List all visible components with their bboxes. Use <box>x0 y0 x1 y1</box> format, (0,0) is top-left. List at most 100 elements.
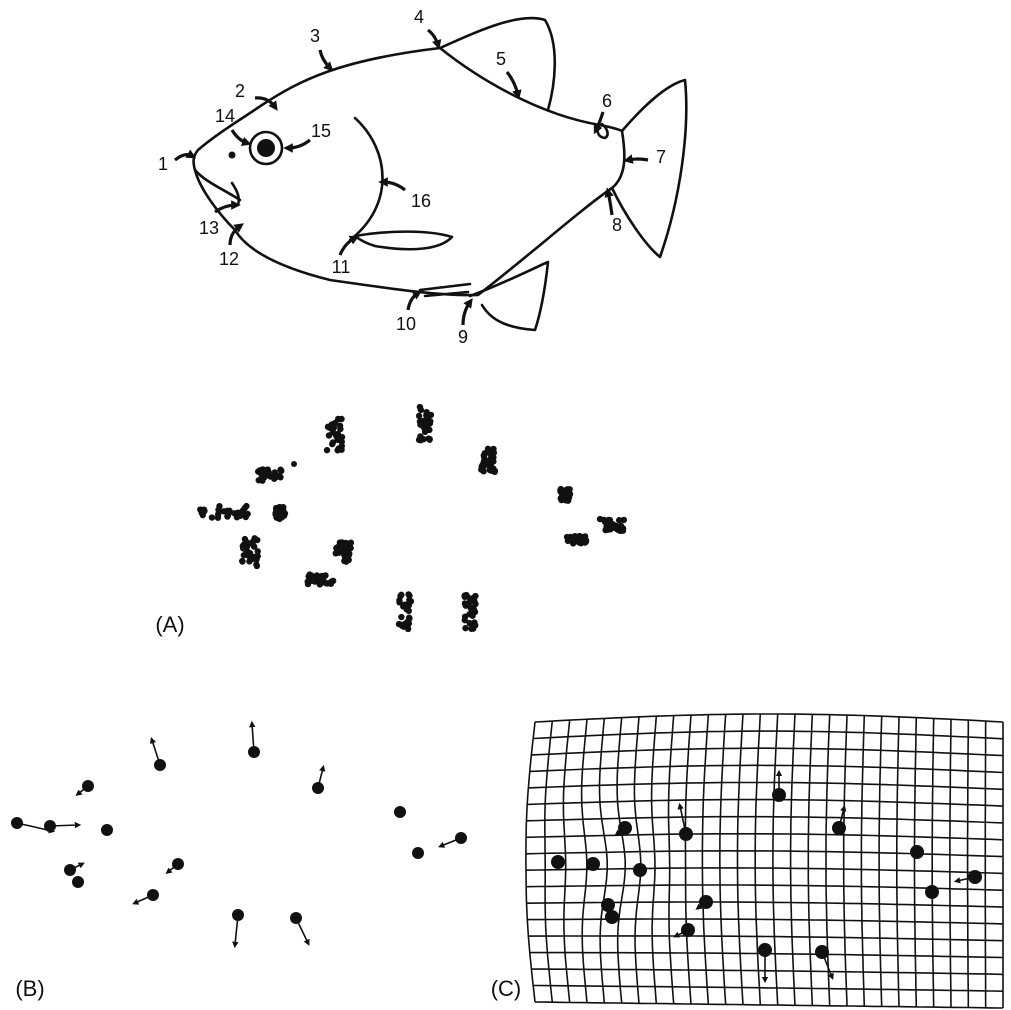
shape-vector <box>50 825 78 826</box>
scatter-point <box>330 429 336 435</box>
scatter-point <box>467 605 473 611</box>
scatter-point <box>274 507 280 513</box>
scatter-point <box>324 447 330 453</box>
landmark-dot <box>72 876 84 888</box>
landmark-label: 2 <box>235 81 245 101</box>
landmark-label: 16 <box>411 191 431 211</box>
scatter-point <box>291 461 297 467</box>
grid-line <box>526 722 535 1002</box>
scatter-point <box>324 580 330 586</box>
arrow <box>288 140 310 148</box>
scatter-point <box>605 526 611 532</box>
landmark-label: 8 <box>612 215 622 235</box>
scatter-point <box>569 535 575 541</box>
arrow <box>608 192 612 215</box>
grid-line <box>600 718 608 1003</box>
landmark-label: 13 <box>199 218 219 238</box>
landmark-dot <box>925 885 939 899</box>
scatter-point <box>258 471 264 477</box>
scatter-point <box>462 594 468 600</box>
arrow <box>428 30 438 45</box>
grid-line <box>791 714 795 1005</box>
scatter-point <box>562 487 568 493</box>
grid-line <box>755 714 760 1005</box>
scatter-point <box>406 597 412 603</box>
scatter-point <box>255 548 261 554</box>
grid-line <box>897 717 899 1007</box>
scatter-point <box>339 434 345 440</box>
scatter-point <box>426 412 432 418</box>
scatter-point <box>425 421 431 427</box>
grid-line <box>844 715 847 1006</box>
grid-line <box>702 715 708 1005</box>
landmark-dot <box>394 806 406 818</box>
grid-line <box>773 714 778 1005</box>
grid-line <box>634 717 640 1003</box>
pectoral-fin <box>355 232 452 250</box>
scatter-point <box>344 556 350 562</box>
scatter-point <box>243 503 249 509</box>
grid-line <box>535 714 1003 722</box>
landmark-dot <box>601 898 615 912</box>
landmark-dot <box>551 855 565 869</box>
scatter-point <box>258 477 264 483</box>
scatter-point <box>485 458 491 464</box>
arrow <box>628 159 648 160</box>
scatter-point <box>426 436 432 442</box>
scatter-point <box>398 614 404 620</box>
landmark-label: 10 <box>396 314 416 334</box>
scatter-point <box>278 468 284 474</box>
landmark-dot <box>633 863 647 877</box>
grid-line <box>527 800 1003 807</box>
grid-line <box>527 919 1003 924</box>
scatter-point <box>330 439 336 445</box>
scatter-point <box>239 558 245 564</box>
landmark-dot <box>605 910 619 924</box>
landmark-label: 14 <box>215 106 235 126</box>
scatter-point <box>416 413 422 419</box>
panel-label: (C) <box>491 976 522 1001</box>
landmark-label: 9 <box>458 327 468 347</box>
landmark-label: 5 <box>496 49 506 69</box>
scatter-point <box>610 521 616 527</box>
scatter-point <box>406 615 412 621</box>
arrow <box>320 50 330 68</box>
grid-line <box>738 714 744 1005</box>
eye <box>257 139 275 157</box>
scatter-point <box>342 547 348 553</box>
shape-vector <box>296 918 308 943</box>
scatter-point <box>406 608 412 614</box>
scatter-point <box>396 599 402 605</box>
scatter-point <box>398 592 404 598</box>
landmark-label: 7 <box>656 147 666 167</box>
scatter-point <box>333 545 339 551</box>
grid-line <box>968 720 969 1007</box>
grid-line <box>932 718 934 1007</box>
scatter-point <box>317 581 323 587</box>
landmark-vectors <box>11 724 467 945</box>
arrow <box>340 238 355 255</box>
scatter-point <box>565 497 571 503</box>
fish-body <box>194 48 625 295</box>
landmark-dot <box>910 845 924 859</box>
landmark-label: 4 <box>414 7 424 27</box>
arrow <box>383 182 405 190</box>
anal-fin <box>470 262 548 330</box>
figure: 12345678910111213141516 (A) (B) (C) <box>0 0 1011 1010</box>
scatter-point <box>337 426 343 432</box>
scatter-point <box>580 538 586 544</box>
landmark-dot <box>101 824 113 836</box>
arrow <box>232 130 247 143</box>
scatter-point <box>254 563 260 569</box>
scatter-point <box>305 573 311 579</box>
scatter-point <box>485 449 491 455</box>
arrow <box>215 205 236 212</box>
landmark-label: 11 <box>332 257 351 277</box>
scatter-point <box>243 546 249 552</box>
grid-line <box>669 716 674 1004</box>
grid-line <box>652 716 657 1003</box>
scatter-point <box>209 514 215 520</box>
scatter-point <box>217 508 223 514</box>
scatter-point <box>199 508 205 514</box>
scatter-point <box>242 536 248 542</box>
